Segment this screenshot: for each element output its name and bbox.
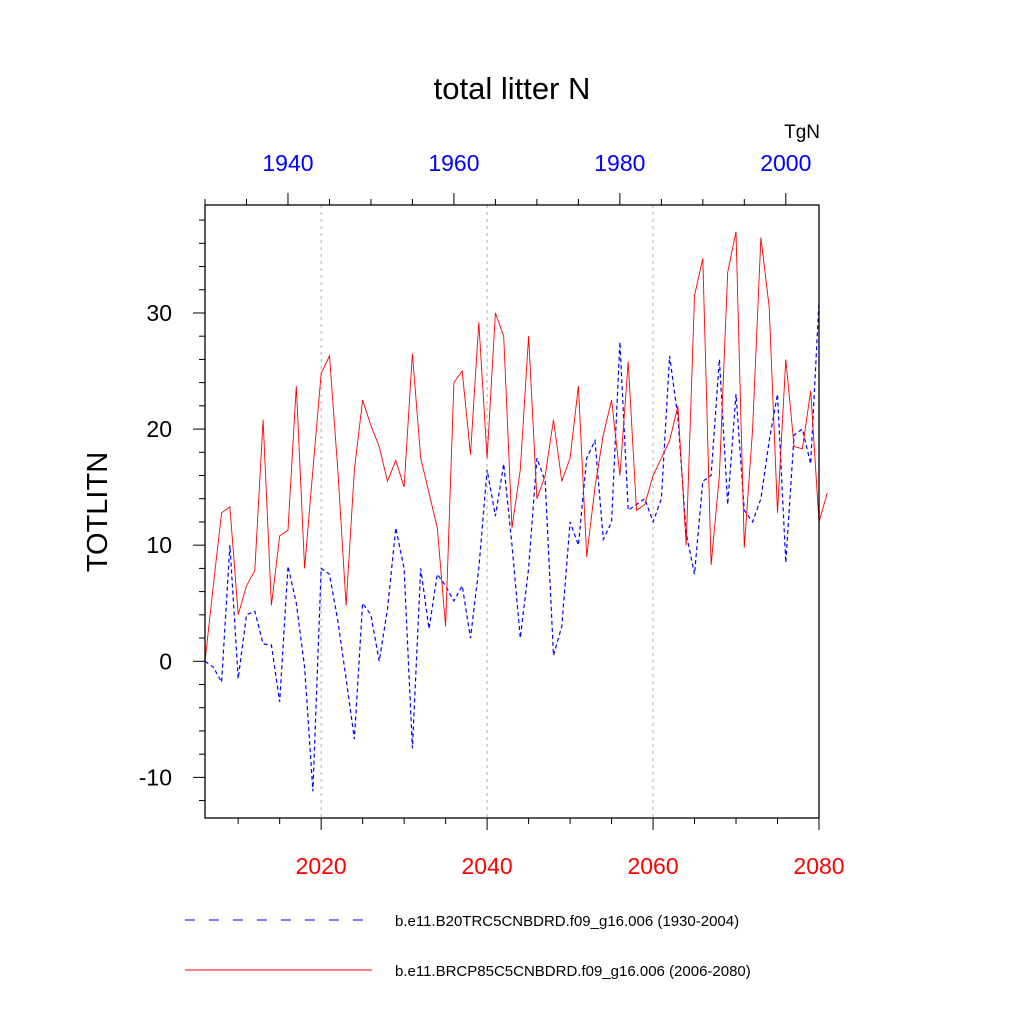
chart-title: total litter N: [434, 71, 591, 106]
x-bottom-tick-label: 2060: [627, 853, 678, 879]
axes: -10 0 10 20 30 2020 2040 2060 2080 1940 1960 1980 20…: [139, 150, 845, 879]
x-top-tick-label: 1980: [594, 150, 645, 176]
y-tick-label: 0: [159, 648, 172, 674]
legend: b.e11.B20TRC5CNBDRD.f09_g16.006 (1930-20…: [185, 913, 751, 980]
x-top-tick-label: 1940: [262, 150, 313, 176]
units-label: TgN: [784, 122, 820, 143]
y-tick-label: -10: [139, 764, 172, 790]
x-top-tick-label: 2000: [760, 150, 811, 176]
x-bottom-tick-label: 2080: [793, 853, 844, 879]
y-axis-label: TOTLITN: [82, 452, 114, 572]
x-top-tick-label: 1960: [428, 150, 479, 176]
plot-frame: [204, 204, 820, 819]
x-bottom-tick-label: 2020: [296, 853, 347, 879]
series-line-2: [204, 231, 828, 662]
y-tick-label: 10: [146, 532, 172, 558]
series-lines: [204, 231, 828, 792]
grid-lines: [320, 205, 654, 818]
legend-label-1: b.e11.B20TRC5CNBDRD.f09_g16.006 (1930-20…: [395, 913, 739, 930]
legend-label-2: b.e11.BRCP85C5CNBDRD.f09_g16.006 (2006-2…: [395, 963, 751, 980]
y-tick-label: 30: [146, 300, 172, 326]
series-line-1: [204, 301, 820, 792]
y-tick-label: 20: [146, 416, 172, 442]
x-bottom-tick-label: 2040: [462, 853, 513, 879]
